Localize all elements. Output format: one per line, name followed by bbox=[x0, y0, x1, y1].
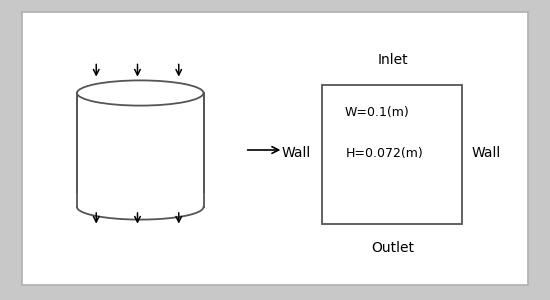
Text: Wall: Wall bbox=[282, 146, 311, 160]
Text: H=0.072(m): H=0.072(m) bbox=[346, 146, 424, 160]
Text: Outlet: Outlet bbox=[372, 241, 415, 254]
Text: Wall: Wall bbox=[472, 146, 501, 160]
Text: W=0.1(m): W=0.1(m) bbox=[344, 106, 409, 119]
Text: Inlet: Inlet bbox=[378, 53, 409, 67]
Bar bbox=[322, 85, 462, 224]
Polygon shape bbox=[77, 93, 204, 207]
Ellipse shape bbox=[77, 194, 204, 220]
Ellipse shape bbox=[77, 80, 204, 106]
Polygon shape bbox=[74, 193, 206, 207]
